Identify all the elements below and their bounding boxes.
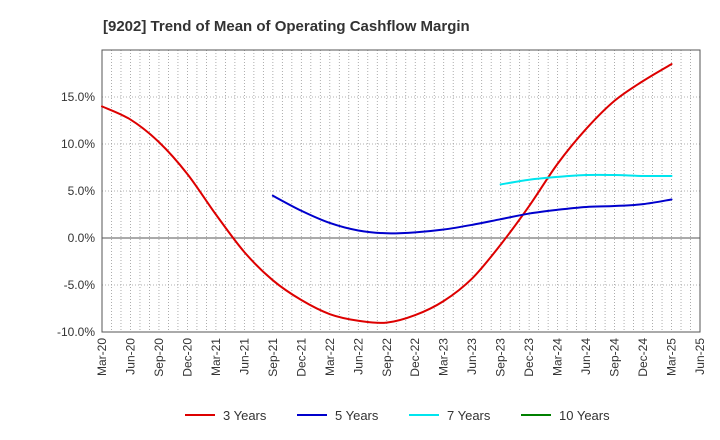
x-tick-label: Jun-21: [237, 338, 251, 375]
series-layer: [101, 63, 673, 324]
x-tick-label: Mar-21: [209, 338, 223, 376]
series-line-3-years: [101, 63, 673, 324]
x-tick-label: Jun-22: [351, 338, 365, 375]
x-tick-label: Mar-24: [551, 338, 565, 376]
x-tick-label: Dec-22: [408, 338, 422, 377]
x-tick-label: Dec-23: [522, 338, 536, 377]
series-line-7-years: [499, 173, 673, 186]
legend-label-10-years: 10 Years: [559, 408, 610, 423]
x-tick-label: Sep-22: [380, 338, 394, 377]
x-tick-label: Sep-20: [152, 338, 166, 377]
x-tick-label: Jun-20: [123, 338, 137, 375]
chart-title: [9202] Trend of Mean of Operating Cashfl…: [103, 18, 470, 35]
y-tick-label: 5.0%: [68, 184, 96, 198]
y-tick-label: -5.0%: [64, 278, 96, 292]
y-tick-label: 10.0%: [61, 137, 95, 151]
y-tick-label: 0.0%: [68, 231, 96, 245]
x-tick-label: Mar-22: [323, 338, 337, 376]
legend-label-5-years: 5 Years: [335, 408, 379, 423]
y-tick-label: 15.0%: [61, 90, 95, 104]
legend-label-3-years: 3 Years: [223, 408, 267, 423]
x-tick-label: Sep-24: [608, 338, 622, 377]
x-tick-label: Dec-20: [180, 338, 194, 377]
grid-lines: [102, 50, 700, 332]
series-line-5-years: [271, 194, 673, 235]
x-tick-label: Sep-21: [266, 338, 280, 377]
x-tick-label: Sep-23: [494, 338, 508, 377]
legend-label-7-years: 7 Years: [447, 408, 491, 423]
x-axis: Mar-20 Jun-20 Sep-20 Dec-20 Mar-21 Jun-21 Sep-…: [95, 338, 707, 377]
x-tick-label: Dec-24: [636, 338, 650, 377]
plot-border: [101, 49, 701, 333]
legend: 3 Years 5 Years 7 Years 10 Years: [185, 408, 610, 423]
x-tick-label: Mar-23: [437, 338, 451, 376]
x-tick-label: Mar-20: [95, 338, 109, 376]
y-tick-label: -10.0%: [57, 325, 95, 339]
x-tick-label: Mar-25: [665, 338, 679, 376]
x-tick-label: Jun-25: [693, 338, 707, 375]
x-tick-label: Jun-23: [465, 338, 479, 375]
x-tick-label: Jun-24: [579, 338, 593, 375]
y-axis: -10.0% -5.0% 0.0% 5.0% 10.0% 15.0%: [57, 90, 95, 339]
x-tick-label: Dec-21: [294, 338, 308, 377]
plot-area: [102, 50, 700, 332]
